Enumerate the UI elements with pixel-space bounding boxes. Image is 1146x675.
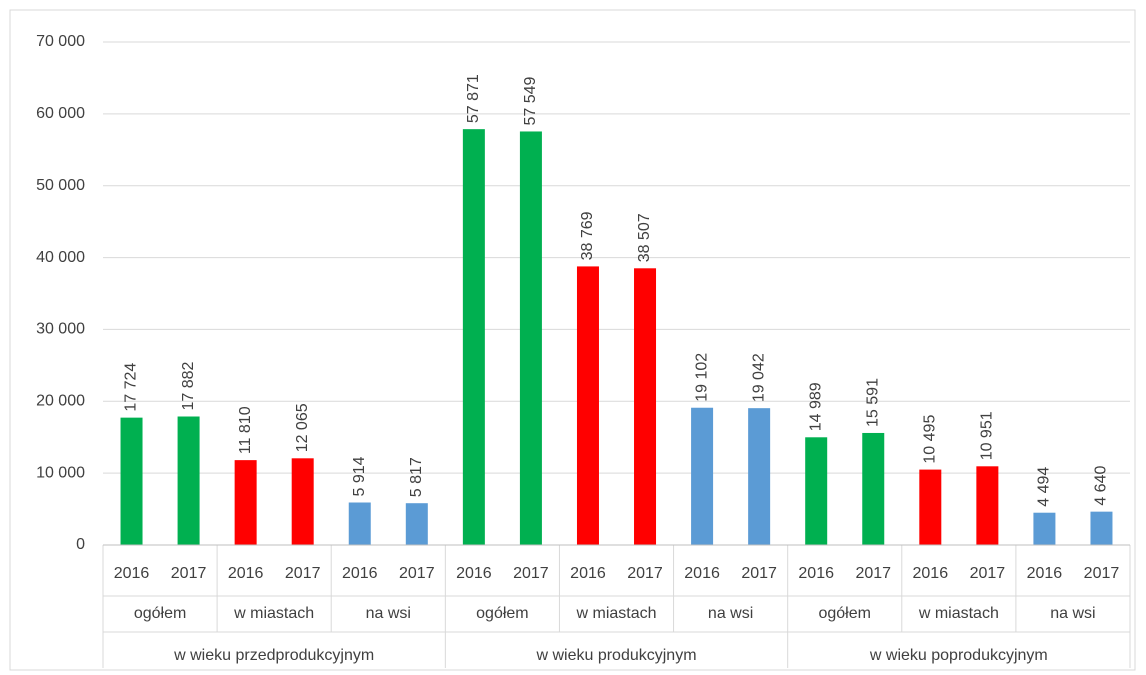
y-tick-label: 10 000	[36, 464, 85, 481]
bar	[519, 131, 542, 545]
y-tick-label: 70 000	[36, 33, 85, 50]
bar	[576, 266, 599, 545]
bar	[1033, 512, 1056, 545]
group-label: w wieku poprodukcyjnym	[869, 647, 1048, 664]
x-tick-label: 2017	[855, 565, 891, 582]
y-tick-label: 60 000	[36, 105, 85, 122]
y-tick-label: 50 000	[36, 177, 85, 194]
y-tick-label: 30 000	[36, 321, 85, 338]
subcategory-label: w miastach	[233, 605, 314, 622]
subcategory-label: na wsi	[1050, 605, 1095, 622]
subcategory-label: na wsi	[366, 605, 411, 622]
subcategory-label: w miastach	[575, 605, 656, 622]
value-label: 57 871	[465, 74, 482, 123]
bar	[919, 469, 942, 545]
x-tick-label: 2017	[171, 565, 207, 582]
x-tick-label: 2016	[228, 565, 264, 582]
value-label: 4 494	[1036, 467, 1053, 507]
bar	[234, 460, 257, 545]
value-label: 17 724	[123, 363, 140, 412]
subcategory-label: ogółem	[134, 605, 186, 622]
bar	[862, 432, 885, 545]
value-label: 17 882	[180, 361, 197, 410]
x-tick-label: 2017	[741, 565, 777, 582]
bar	[805, 437, 828, 545]
y-tick-label: 0	[76, 536, 85, 553]
x-tick-label: 2016	[1027, 565, 1063, 582]
value-label: 57 549	[522, 76, 539, 125]
value-label: 15 591	[864, 378, 881, 427]
x-tick-label: 2017	[970, 565, 1006, 582]
bar	[120, 417, 143, 545]
chart-border	[9, 9, 1136, 671]
value-label: 5 914	[351, 456, 368, 496]
bar	[348, 502, 371, 545]
bar	[177, 416, 200, 545]
x-tick-label: 2017	[627, 565, 663, 582]
x-tick-label: 2016	[342, 565, 378, 582]
x-tick-label: 2016	[456, 565, 492, 582]
value-label: 19 042	[750, 353, 767, 402]
x-tick-label: 2016	[114, 565, 150, 582]
value-label: 14 989	[807, 382, 824, 431]
value-label: 19 102	[693, 353, 710, 402]
group-label: w wieku przedprodukcyjnym	[173, 647, 374, 664]
value-label: 4 640	[1093, 466, 1110, 506]
x-tick-label: 2016	[798, 565, 834, 582]
x-tick-label: 2017	[399, 565, 435, 582]
x-tick-label: 2016	[570, 565, 606, 582]
x-tick-label: 2017	[513, 565, 549, 582]
subcategory-label: ogółem	[476, 605, 528, 622]
x-tick-label: 2017	[285, 565, 321, 582]
value-label: 11 810	[237, 406, 254, 454]
x-tick-label: 2016	[684, 565, 720, 582]
subcategory-label: w miastach	[918, 605, 999, 622]
value-label: 10 495	[922, 415, 939, 464]
bar	[291, 458, 314, 545]
value-label: 10 951	[979, 411, 996, 460]
bar	[634, 268, 657, 545]
value-label: 12 065	[294, 403, 311, 452]
value-label: 5 817	[408, 457, 425, 497]
value-label: 38 769	[579, 211, 596, 260]
y-tick-label: 40 000	[36, 249, 85, 266]
bar	[1090, 511, 1113, 545]
group-label: w wieku produkcyjnym	[535, 647, 696, 664]
x-tick-label: 2016	[913, 565, 949, 582]
subcategory-label: ogółem	[818, 605, 870, 622]
subcategory-label: na wsi	[708, 605, 753, 622]
y-tick-label: 20 000	[36, 393, 85, 410]
bar	[748, 408, 771, 545]
bar	[976, 466, 999, 545]
x-tick-label: 2017	[1084, 565, 1120, 582]
bar	[691, 407, 714, 545]
bar	[462, 129, 485, 546]
value-label: 38 507	[636, 213, 653, 262]
bar	[405, 503, 428, 545]
